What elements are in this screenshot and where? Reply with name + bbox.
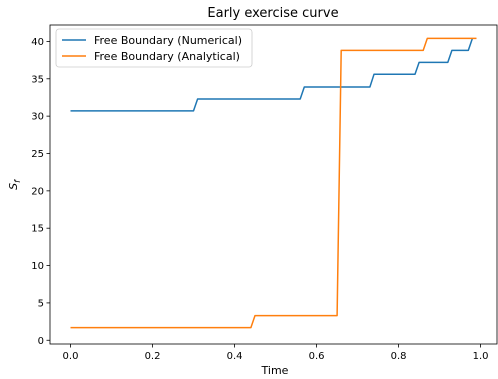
y-tick-label: 40	[31, 37, 44, 48]
x-axis: 0.0 0.2 0.4 0.6 0.8 1.0	[63, 344, 489, 362]
y-tick-label: 15	[31, 224, 44, 235]
y-axis-label-text: Sf	[7, 179, 22, 190]
y-axis: 0 5 10 15 20 25 30 35 40	[31, 37, 50, 347]
series-line-0	[70, 38, 474, 112]
x-tick-label: 0.6	[309, 351, 325, 362]
y-tick-label: 35	[31, 74, 44, 85]
chart-title: Early exercise curve	[207, 6, 338, 21]
x-tick-label: 1.0	[473, 351, 489, 362]
y-axis-label-subscript: f	[13, 179, 22, 183]
x-tick-label: 0.2	[145, 351, 161, 362]
y-axis-label-base: S	[7, 183, 20, 190]
y-axis-label: Sf	[7, 179, 22, 190]
x-axis-label: Time	[261, 364, 289, 377]
y-tick-label: 20	[31, 186, 44, 197]
legend: Free Boundary (Numerical) Free Boundary (…	[55, 28, 253, 68]
y-tick-label: 0	[38, 336, 44, 347]
y-tick-label: 5	[38, 298, 44, 309]
plot-area	[49, 24, 498, 345]
legend-box	[55, 28, 253, 68]
series-line-1	[70, 37, 477, 329]
x-tick-label: 0.0	[63, 351, 79, 362]
x-tick-label: 0.4	[227, 351, 243, 362]
x-tick-label: 0.8	[391, 351, 407, 362]
legend-label-1: Free Boundary (Analytical)	[94, 50, 240, 63]
legend-label-0: Free Boundary (Numerical)	[94, 34, 242, 47]
y-tick-label: 25	[31, 149, 44, 160]
y-tick-label: 30	[31, 112, 44, 123]
y-tick-label: 10	[31, 261, 44, 272]
plot-frame	[49, 24, 498, 345]
